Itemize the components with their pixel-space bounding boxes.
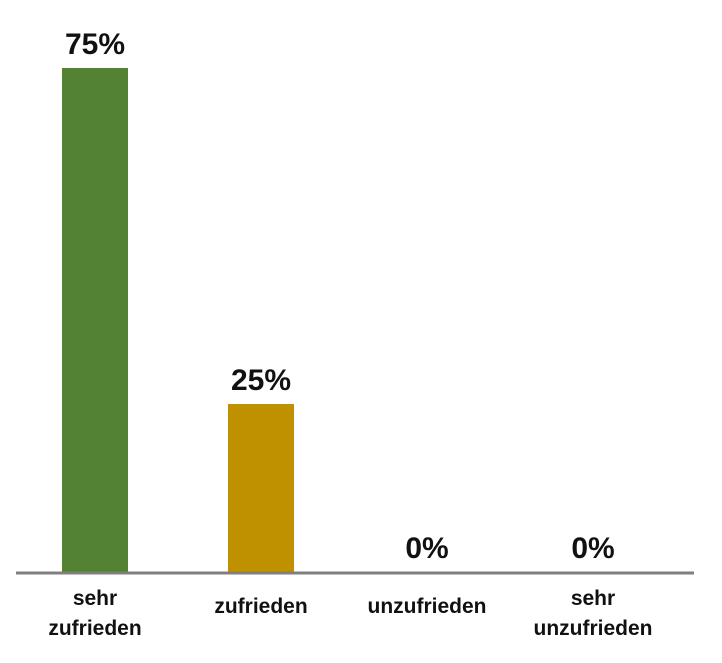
bar-0	[62, 68, 128, 572]
category-labels-group: sehr zufrieden zufrieden unzufrieden sehr unz…	[48, 587, 652, 640]
category-label-3-line-0: sehr	[571, 587, 615, 610]
category-label-0-line-0: sehr	[73, 587, 117, 610]
data-label-1: 25%	[231, 364, 291, 397]
category-label-2-line-0: unzufrieden	[368, 595, 487, 618]
category-label-3-line-1: unzufrieden	[534, 617, 653, 640]
category-label-1-line-0: zufrieden	[214, 595, 307, 618]
data-label-3: 0%	[571, 532, 614, 565]
bars-group	[62, 68, 294, 572]
data-label-2: 0%	[405, 532, 448, 565]
category-label-0-line-1: zufrieden	[48, 617, 141, 640]
bar-1	[228, 404, 294, 572]
data-label-0: 75%	[65, 28, 125, 61]
data-labels-group: 75% 25% 0% 0%	[65, 28, 615, 565]
